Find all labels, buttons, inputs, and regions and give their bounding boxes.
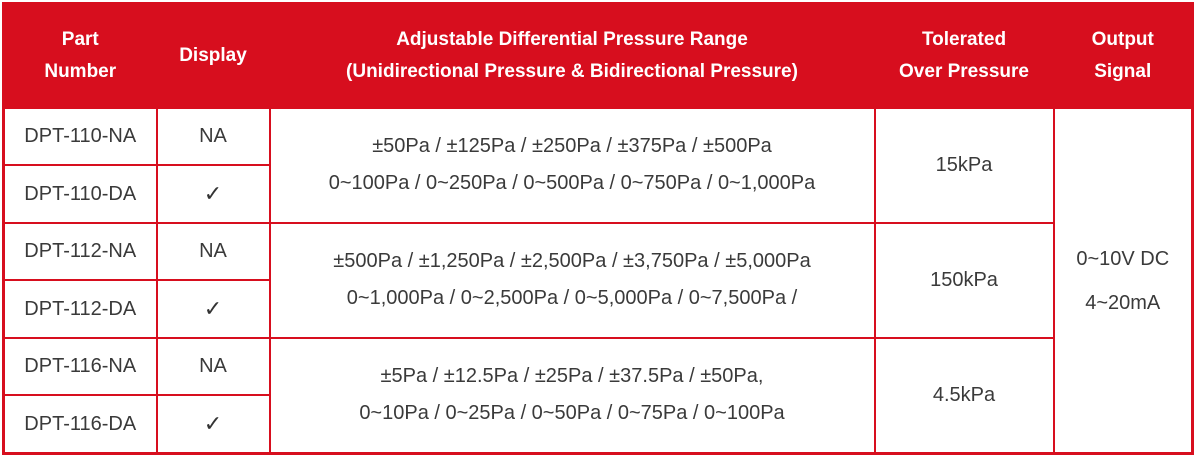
table-row: DPT-110-NA NA ±50Pa / ±125Pa / ±250Pa / …	[2, 106, 1194, 455]
range-line-bidirectional: ±5Pa / ±12.5Pa / ±25Pa / ±37.5Pa / ±50Pa…	[380, 365, 764, 388]
table-row: DPT-116-NA NA ±5Pa / ±12.5Pa / ±25Pa / ±…	[2, 336, 1193, 455]
pressure-range-cell: ±50Pa / ±125Pa / ±250Pa / ±375Pa / ±500P…	[268, 107, 876, 224]
header-tolerated-line2: Over Pressure	[899, 61, 1029, 82]
header-output-line1: Output	[1091, 29, 1154, 50]
col-header-display: Display	[155, 2, 271, 109]
col-header-pressure-range: Adjustable Differential Pressure Range (…	[268, 2, 876, 109]
part-number-cell: DPT-112-NA	[2, 221, 158, 282]
check-icon: ✓	[203, 296, 223, 322]
pressure-range-cell: ±5Pa / ±12.5Pa / ±25Pa / ±37.5Pa / ±50Pa…	[268, 336, 876, 455]
tolerated-over-pressure-cell: 150kPa	[873, 221, 1055, 339]
output-signal-cell: 0~10V DC 4~20mA	[1052, 107, 1194, 455]
header-part-line1: Part	[61, 29, 99, 50]
output-signal-line2: 4~20mA	[1085, 291, 1161, 314]
table-header: Part Number Display Adjustable Different…	[2, 2, 1194, 109]
part-number-cell: DPT-116-NA	[2, 336, 158, 397]
display-cell: ✓	[155, 279, 271, 339]
header-row: Part Number Display Adjustable Different…	[2, 2, 1194, 109]
range-line-unidirectional: 0~100Pa / 0~250Pa / 0~500Pa / 0~750Pa / …	[328, 172, 816, 195]
display-cell: ✓	[155, 164, 271, 224]
col-header-output-signal: Output Signal	[1052, 2, 1194, 109]
range-line-unidirectional: 0~1,000Pa / 0~2,500Pa / 0~5,000Pa / 0~7,…	[346, 287, 798, 310]
table-body: DPT-110-NA NA ±50Pa / ±125Pa / ±250Pa / …	[2, 106, 1194, 455]
header-part-line2: Number	[44, 61, 117, 82]
tolerated-over-pressure-cell: 15kPa	[873, 107, 1055, 224]
range-line-bidirectional: ±500Pa / ±1,250Pa / ±2,500Pa / ±3,750Pa …	[333, 250, 811, 273]
col-header-part-number: Part Number	[2, 2, 158, 109]
part-number-cell: DPT-110-NA	[2, 106, 158, 167]
header-range-line1: Adjustable Differential Pressure Range	[396, 29, 748, 50]
table-row: DPT-116-DA ✓	[2, 394, 1193, 455]
table-row: DPT-112-DA ✓	[2, 279, 1193, 339]
output-signal-line1: 0~10V DC	[1076, 247, 1170, 270]
part-number-cell: DPT-110-DA	[2, 164, 158, 224]
display-cell: NA	[155, 221, 271, 282]
pressure-range-cell: ±500Pa / ±1,250Pa / ±2,500Pa / ±3,750Pa …	[268, 221, 876, 339]
part-number-cell: DPT-112-DA	[2, 279, 158, 339]
display-cell: NA	[155, 106, 271, 167]
range-line-unidirectional: 0~10Pa / 0~25Pa / 0~50Pa / 0~75Pa / 0~10…	[359, 402, 785, 425]
table-row: DPT-112-NA NA ±500Pa / ±1,250Pa / ±2,500…	[2, 221, 1193, 339]
display-cell: NA	[155, 336, 271, 397]
table-row: DPT-110-DA ✓	[2, 164, 1193, 224]
check-icon: ✓	[203, 181, 223, 207]
tolerated-over-pressure-cell: 4.5kPa	[873, 336, 1055, 455]
display-cell: ✓	[155, 394, 271, 455]
header-range-line2: (Unidirectional Pressure & Bidirectional…	[346, 61, 798, 82]
header-tolerated-line1: Tolerated	[921, 29, 1007, 50]
col-header-tolerated-over-pressure: Tolerated Over Pressure	[873, 2, 1055, 109]
header-display-label: Display	[179, 45, 247, 66]
header-output-line2: Signal	[1094, 61, 1152, 82]
range-line-bidirectional: ±50Pa / ±125Pa / ±250Pa / ±375Pa / ±500P…	[372, 135, 772, 158]
part-number-cell: DPT-116-DA	[2, 394, 158, 455]
check-icon: ✓	[203, 411, 223, 437]
